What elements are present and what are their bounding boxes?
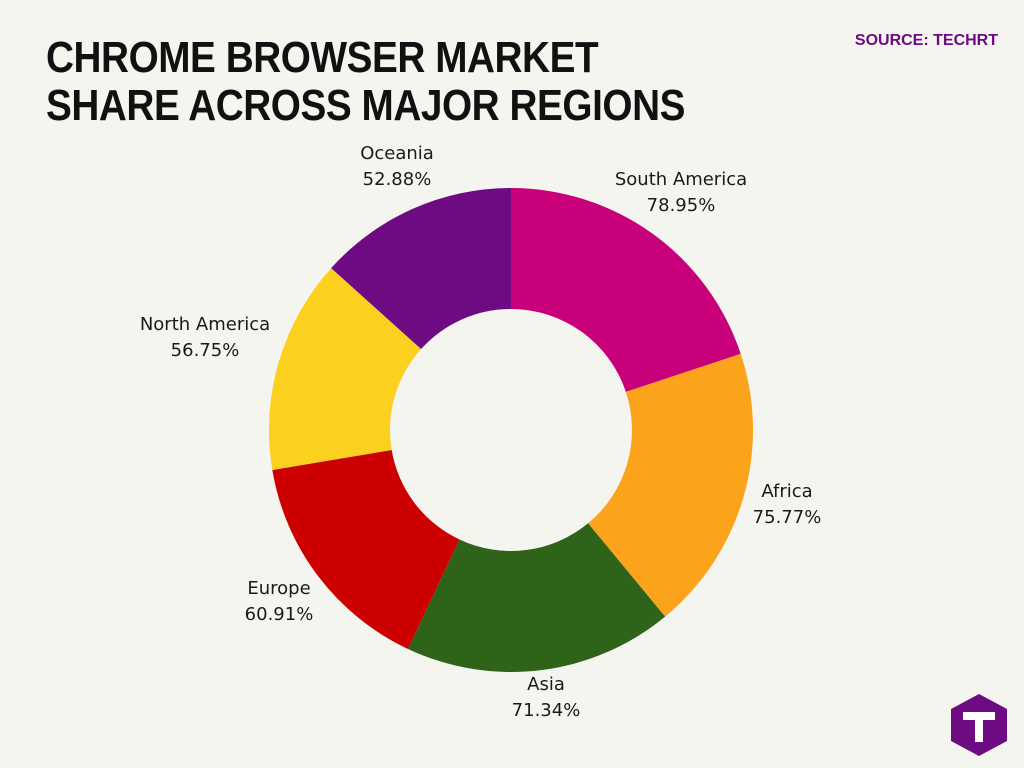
slice-label: Europe: [247, 578, 310, 599]
slice-label: Africa: [761, 481, 812, 502]
techrt-logo-icon: [951, 694, 1007, 756]
slice-label: Asia: [527, 674, 565, 695]
slice-value-label: 75.77%: [753, 507, 822, 528]
slice-africa: [588, 353, 754, 617]
slice-value-label: 78.95%: [647, 195, 716, 216]
slice-value-label: 52.88%: [363, 169, 432, 190]
slice-label: North America: [140, 314, 270, 335]
slice-south-america: [511, 188, 741, 392]
slice-value-label: 56.75%: [171, 340, 240, 361]
donut-slices: [268, 188, 754, 672]
slice-north-america: [268, 268, 422, 470]
slice-label: Oceania: [360, 143, 434, 164]
logo-letter-shape: [963, 712, 995, 742]
slice-asia: [407, 523, 666, 672]
slice-labels: South America 78.95% Africa 75.77% Asia 71.34…: [140, 143, 821, 721]
source-label: SOURCE: TECHRT: [854, 32, 998, 49]
slice-oceania: [331, 188, 511, 350]
slice-europe: [272, 449, 460, 649]
slice-value-label: 60.91%: [245, 604, 314, 625]
slice-value-label: 71.34%: [512, 700, 581, 721]
chart-title: CHROME BROWSER MARKET SHARE ACROSS MAJOR…: [46, 33, 686, 130]
slice-label: South America: [615, 169, 747, 190]
